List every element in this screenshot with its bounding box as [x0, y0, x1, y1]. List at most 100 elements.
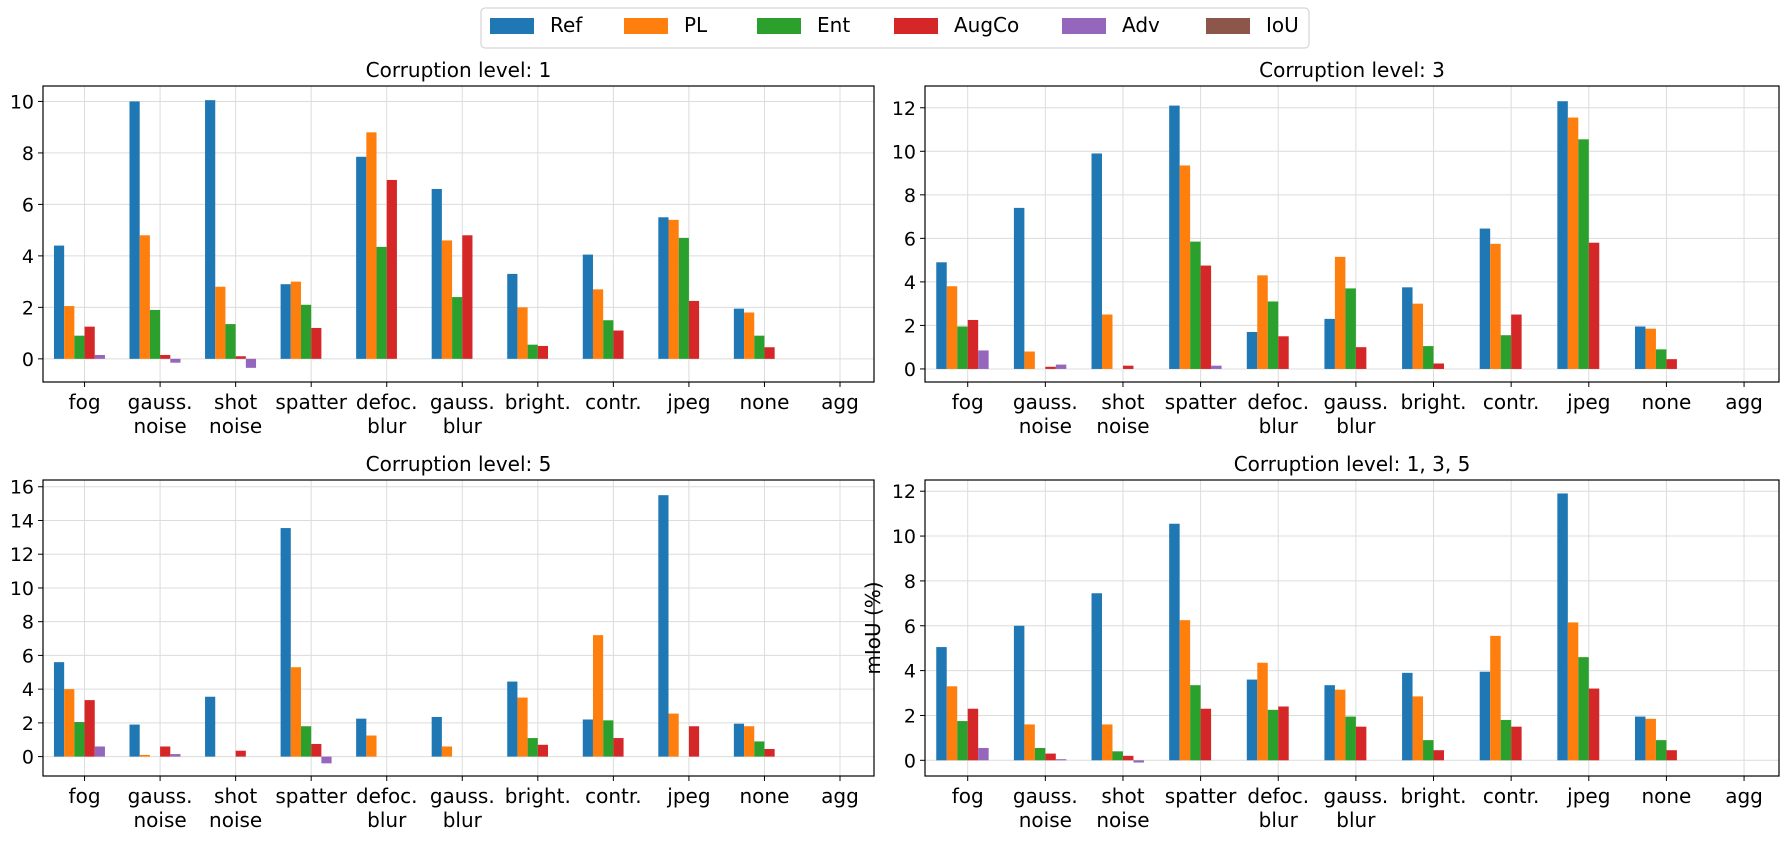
bar-ent-defoc-blur	[376, 246, 387, 359]
bar-pl-jpeg	[668, 219, 679, 359]
bar-ref-fog	[53, 245, 65, 359]
bar-adv-fog	[94, 746, 105, 757]
y-tick-label: 6	[22, 194, 34, 216]
bar-pl-bright	[517, 307, 528, 359]
x-tick-label-agg: agg	[1725, 784, 1763, 808]
x-tick-label-contr: contr.	[585, 390, 642, 414]
bar-adv-gauss-noise	[1055, 364, 1067, 369]
bar-adv-gauss-noise	[170, 358, 181, 363]
chart-panel-2: Corruption level: 3 0 2 4 6 8 10 12 fog gauss. noi…	[892, 58, 1780, 438]
bar-ref-bright	[1402, 287, 1413, 369]
bar-ref-defoc-blur	[356, 156, 367, 359]
bar-ref-spatter	[280, 284, 291, 359]
bar-ent-bright	[527, 344, 538, 359]
bar-ref-gauss-blur	[1324, 685, 1335, 761]
series-pl	[946, 117, 1656, 369]
series-ref	[53, 100, 745, 359]
x-tick-label-fog: fog	[69, 390, 101, 414]
series-augco	[84, 179, 775, 359]
x-tick-label-agg: agg	[821, 784, 859, 808]
bar-ref-gauss-noise	[129, 724, 140, 757]
bar-ref-shot-noise	[1091, 593, 1103, 761]
x-tick-label-jpeg: jpeg	[666, 784, 710, 808]
y-tick-label: 12	[892, 481, 916, 503]
x-tick-label-fog: fog	[69, 784, 101, 808]
bar-ref-gauss-blur	[1324, 318, 1335, 369]
legend-label-ent: Ent	[817, 13, 850, 37]
bar-pl-defoc-blur	[366, 132, 377, 359]
x-tick-label-gauss-noise: gauss. noise	[128, 784, 193, 832]
bar-ref-bright	[507, 273, 518, 359]
bar-ref-gauss-noise	[1013, 625, 1025, 761]
bar-pl-contr	[592, 635, 604, 757]
y-tick-label: 6	[22, 645, 34, 667]
bar-augco-shot-noise	[235, 750, 246, 757]
x-tick-label-shot-noise: shot noise	[209, 784, 262, 832]
bar-ref-spatter	[280, 528, 291, 757]
bar-ref-fog	[936, 262, 947, 369]
x-tick-label-gauss-noise: gauss. noise	[1013, 390, 1078, 438]
bar-pl-none	[744, 312, 755, 359]
bar-pl-gauss-noise	[1024, 351, 1035, 369]
bar-pl-spatter	[290, 281, 301, 359]
bar-ent-gauss-blur	[1345, 288, 1356, 369]
x-tick-label-agg: agg	[1725, 390, 1763, 414]
y-tick-label: 6	[904, 228, 916, 250]
series-adv	[978, 747, 1144, 763]
bar-ent-spatter	[300, 726, 312, 757]
legend-item-ref: Ref	[490, 13, 583, 37]
bar-pl-jpeg	[1567, 117, 1579, 369]
bar-adv-fog	[978, 747, 989, 761]
x-tick-label-defoc-blur: defoc. blur	[1247, 390, 1309, 438]
legend-label-pl: PL	[684, 13, 708, 37]
y-tick-label: 2	[22, 713, 34, 735]
bar-augco-gauss-blur	[1355, 347, 1367, 369]
bar-ent-jpeg	[678, 237, 689, 359]
bar-adv-shot-noise	[1133, 760, 1144, 763]
series-ref	[936, 493, 1646, 761]
bar-augco-bright	[537, 744, 549, 757]
bar-ent-shot-noise	[225, 324, 236, 359]
chart-panel-4: Corruption level: 1, 3, 5 0 2 4 6 8 10 12 fog gau…	[861, 452, 1780, 832]
y-tick-label: 4	[22, 246, 34, 268]
bar-ref-spatter	[1169, 105, 1180, 369]
y-axis-label: mIoU (%)	[861, 581, 885, 674]
bar-pl-contr	[592, 289, 604, 359]
x-tick-label-contr: contr.	[585, 784, 642, 808]
bar-pl-contr	[1490, 243, 1501, 369]
x-tick-label-spatter: spatter	[1165, 784, 1237, 808]
bar-augco-jpeg	[688, 300, 700, 359]
bar-pl-fog	[64, 306, 75, 359]
bar-augco-shot-noise	[1122, 755, 1134, 761]
bar-ref-bright	[507, 681, 518, 757]
bar-ref-jpeg	[1557, 101, 1568, 369]
bar-pl-fog	[946, 286, 958, 369]
bar-augco-gauss-noise	[1045, 366, 1056, 369]
panels: Corruption level: 1 0 2 4 6 8 10 fog gauss. noise…	[10, 58, 1780, 832]
legend-label-ref: Ref	[550, 13, 583, 37]
series-pl	[64, 635, 755, 757]
bar-pl-spatter	[1179, 620, 1191, 761]
bar-ent-none	[1655, 740, 1667, 761]
x-tick-label-defoc-blur: defoc. blur	[356, 784, 418, 832]
plot-frame	[42, 479, 875, 777]
bar-augco-shot-noise	[1122, 365, 1134, 369]
y-tick-label: 14	[10, 510, 34, 532]
series-augco	[967, 242, 1677, 369]
x-tick-label-none: none	[740, 784, 790, 808]
bar-augco-none	[764, 347, 775, 359]
x-tick-label-none: none	[1641, 784, 1691, 808]
bar-ref-none	[733, 308, 745, 359]
bar-augco-defoc-blur	[1278, 336, 1289, 369]
x-tick-label-spatter: spatter	[1165, 390, 1237, 414]
chart-title: Corruption level: 1, 3, 5	[1234, 452, 1471, 476]
legend-swatch-adv	[1062, 18, 1106, 34]
bar-ent-gauss-blur	[1345, 716, 1356, 761]
bar-augco-gauss-blur	[462, 235, 473, 359]
bar-pl-none	[1645, 328, 1656, 369]
bar-pl-fog	[946, 686, 958, 761]
bar-ent-jpeg	[1578, 657, 1589, 761]
bar-pl-none	[744, 726, 755, 757]
x-tick-label-gauss-blur: gauss. blur	[430, 390, 495, 438]
